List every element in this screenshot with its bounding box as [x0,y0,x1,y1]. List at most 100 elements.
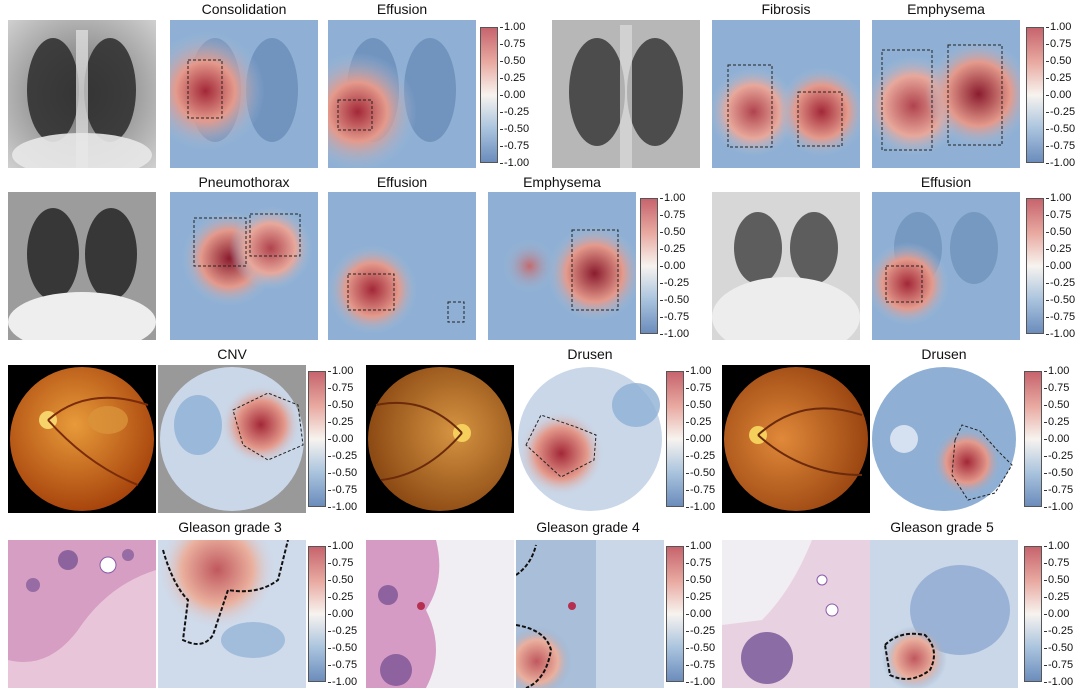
tick: 0.25 [327,416,354,428]
tick: 1.00 [327,540,354,552]
tick: -0.25 [499,106,530,118]
title-fibrosis: Fibrosis [761,1,811,17]
tick: 0.25 [1045,243,1072,255]
tick: -1.00 [685,501,716,513]
tick: -0.75 [1045,140,1076,152]
tick: -0.25 [685,625,716,637]
tick: 0.75 [1043,557,1070,569]
tick: 0.25 [685,591,712,603]
tick: -1.00 [1045,157,1076,169]
tick: -0.75 [1045,311,1076,323]
tick: -0.25 [327,450,358,462]
tick: -0.50 [327,467,358,479]
tick: 1.00 [685,365,712,377]
tick: 0.00 [685,608,712,620]
xray-original-2 [552,20,700,168]
tick: 0.50 [1045,226,1072,238]
tick: 1.00 [499,21,526,33]
tick: 1.00 [1045,192,1072,204]
title-effusion-r1: Effusion [376,1,428,17]
tick: 0.50 [1045,55,1072,67]
tick: 0.75 [327,557,354,569]
xray-heatmap-consolidation [170,20,318,168]
tick: 0.00 [499,89,526,101]
histology-heatmap-gleason-3 [158,540,306,688]
fundus-heatmap-cnv [158,365,306,513]
xray-heatmap-effusion [328,20,476,168]
colorbar-r3b [666,371,684,507]
tick: -0.50 [1043,467,1074,479]
tick: 0.00 [685,433,712,445]
tick: -0.25 [1045,277,1076,289]
tick: 0.75 [685,557,712,569]
tick: 1.00 [1043,540,1070,552]
xray-heatmap-emphysema [872,20,1020,168]
tick: 0.50 [499,55,526,67]
tick: -0.25 [1043,625,1074,637]
tick: 1.00 [327,365,354,377]
title-cnv: CNV [217,346,247,362]
tick: 0.75 [685,382,712,394]
tick: 0.25 [1043,416,1070,428]
tick: -1.00 [327,501,358,513]
tick: 0.00 [1045,89,1072,101]
tick: -0.75 [685,484,716,496]
colorbar-ticks-r4a: 1.00 0.75 0.50 0.25 0.00 -0.25 -0.50 -0.… [327,540,374,688]
xray-heatmap-pneumothorax [170,192,318,340]
tick: 0.50 [659,226,686,238]
tick: -0.50 [499,123,530,135]
tick: -0.25 [685,450,716,462]
fundus-heatmap-drusen-2 [870,365,1018,513]
tick: -1.00 [1045,328,1076,340]
colorbar-r1b [1026,27,1044,163]
title-emphysema-r1: Emphysema [907,1,985,17]
tick: -1.00 [659,328,690,340]
tick: 0.50 [327,574,354,586]
title-pneumothorax: Pneumothorax [198,174,290,190]
tick: -0.50 [685,467,716,479]
tick: 0.25 [327,591,354,603]
tick: -1.00 [327,676,358,688]
colorbar-r4b [666,546,684,682]
tick: 0.00 [327,433,354,445]
tick: -0.50 [1045,294,1076,306]
tick: -1.00 [1043,501,1074,513]
tick: 1.00 [1045,21,1072,33]
tick: 0.75 [499,38,526,50]
tick: 1.00 [659,192,686,204]
tick: -0.50 [1045,123,1076,135]
histology-original-3 [722,540,870,688]
colorbar-r2a [640,198,658,334]
histology-original-2 [366,540,514,688]
tick: -0.50 [659,294,690,306]
title-effusion-r2b: Effusion [920,174,972,190]
tick: 0.25 [1043,591,1070,603]
tick: -1.00 [1043,676,1074,688]
tick: -0.75 [685,659,716,671]
tick: 0.00 [327,608,354,620]
title-consolidation: Consolidation [201,1,287,17]
tick: 0.00 [1045,260,1072,272]
tick: -0.25 [327,625,358,637]
xray-heatmap-effusion-3 [872,192,1020,340]
xray-heatmap-fibrosis [712,20,860,168]
tick: 0.75 [1045,38,1072,50]
tick: 0.25 [1045,72,1072,84]
title-effusion-r2a: Effusion [376,174,428,190]
tick: -1.00 [685,676,716,688]
xray-original-4 [712,192,860,340]
tick: 0.00 [1043,433,1070,445]
colorbar-ticks-r1b: 1.00 0.75 0.50 0.25 0.00 -0.25 -0.50 -0.… [1045,21,1080,169]
tick: -0.75 [1043,484,1074,496]
tick: 0.00 [1043,608,1070,620]
colorbar-r4c [1024,546,1042,682]
tick: -0.50 [685,642,716,654]
colorbar-r3c [1024,371,1042,507]
colorbar-ticks-r4b: 1.00 0.75 0.50 0.25 0.00 -0.25 -0.50 -0.… [685,540,732,688]
fundus-original-1 [8,365,156,513]
histology-original-1 [8,540,156,688]
tick: 0.50 [1043,399,1070,411]
tick: 0.50 [685,399,712,411]
title-gleason-5: Gleason grade 5 [890,519,994,535]
xray-heatmap-emphysema-2 [488,192,636,340]
